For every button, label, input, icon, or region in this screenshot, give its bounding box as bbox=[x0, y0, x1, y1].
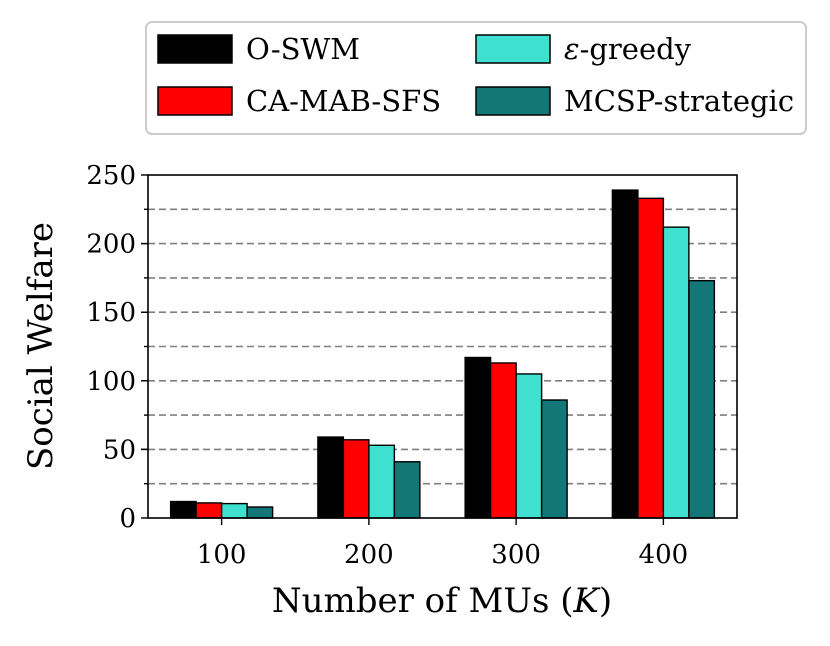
legend-label-o-swm: O-SWM bbox=[246, 32, 360, 66]
legend-swatch-epsilon-greedy bbox=[475, 34, 551, 64]
y-tick-label: 250 bbox=[86, 161, 136, 191]
legend-label-epsilon-symbol: ε bbox=[564, 32, 580, 66]
legend-label-epsilon-greedy: ε-greedy bbox=[564, 32, 692, 66]
legend-entry-ca-mab-sfs: CA-MAB-SFS bbox=[157, 84, 441, 118]
legend-frame bbox=[145, 21, 807, 135]
bar-ca-mab-sfs-300 bbox=[489, 362, 517, 519]
legend-entry-mcsp-strategic: MCSP-strategic bbox=[475, 84, 794, 118]
y-axis-ticks: 0 50 100 150 200 250 bbox=[86, 161, 148, 534]
bar-greedy-200 bbox=[368, 444, 396, 519]
bar-o-swm-400 bbox=[611, 189, 639, 519]
x-tick-label: 200 bbox=[344, 540, 394, 570]
bar-mcsp-strategic-200 bbox=[393, 461, 421, 519]
bars bbox=[169, 189, 716, 519]
legend-swatch-mcsp-strategic bbox=[475, 86, 551, 116]
y-tick-label: 200 bbox=[86, 230, 136, 260]
bar-greedy-400 bbox=[662, 226, 690, 519]
legend-entry-epsilon-greedy: ε-greedy bbox=[475, 32, 692, 66]
legend-swatch-ca-mab-sfs bbox=[157, 86, 233, 116]
bar-mcsp-strategic-400 bbox=[688, 279, 716, 519]
x-axis-label-var: K bbox=[573, 581, 602, 621]
x-tick-label: 300 bbox=[491, 540, 541, 570]
legend-label-mcsp-strategic: MCSP-strategic bbox=[564, 84, 794, 118]
x-axis-ticks: 100 200 300 400 bbox=[197, 518, 688, 570]
y-tick-label: 100 bbox=[86, 367, 136, 397]
x-axis-label-end: ) bbox=[599, 581, 612, 621]
bar-greedy-300 bbox=[515, 373, 543, 519]
x-tick-label: 100 bbox=[197, 540, 247, 570]
legend: O-SWM CA-MAB-SFS ε-greedy MCSP-strategic bbox=[145, 21, 807, 135]
bar-ca-mab-sfs-100 bbox=[195, 502, 223, 519]
legend-label-ca-mab-sfs: CA-MAB-SFS bbox=[246, 84, 441, 118]
bar-ca-mab-sfs-200 bbox=[342, 439, 370, 519]
bar-greedy-100 bbox=[220, 502, 248, 519]
legend-swatch-o-swm bbox=[157, 34, 233, 64]
x-axis-label-main: Number of MUs ( bbox=[272, 581, 574, 621]
y-tick-label: 0 bbox=[119, 504, 136, 534]
x-tick-label: 400 bbox=[639, 540, 689, 570]
bar-o-swm-300 bbox=[464, 356, 492, 519]
y-axis-label: Social Welfare bbox=[21, 222, 61, 470]
bar-o-swm-200 bbox=[317, 436, 345, 519]
bar-mcsp-strategic-300 bbox=[540, 399, 568, 519]
bar-mcsp-strategic-100 bbox=[246, 506, 274, 519]
x-axis-label: Number of MUs (K) bbox=[272, 581, 612, 621]
y-tick-label: 150 bbox=[86, 298, 136, 328]
y-tick-label: 50 bbox=[103, 435, 136, 465]
legend-label-epsilon-rest: -greedy bbox=[580, 32, 692, 66]
bar-o-swm-100 bbox=[169, 500, 197, 519]
bar-ca-mab-sfs-400 bbox=[637, 197, 665, 519]
legend-entry-o-swm: O-SWM bbox=[157, 32, 360, 66]
